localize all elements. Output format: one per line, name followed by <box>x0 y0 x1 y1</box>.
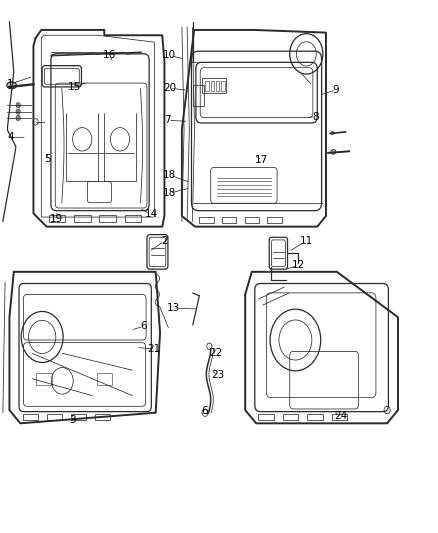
Bar <box>205 81 209 91</box>
Text: 20: 20 <box>163 83 176 93</box>
Bar <box>216 81 219 91</box>
Text: 2: 2 <box>161 236 168 246</box>
Text: 3: 3 <box>69 415 76 425</box>
Text: 5: 5 <box>44 154 51 164</box>
Bar <box>258 414 274 420</box>
Bar <box>307 414 323 420</box>
Text: 18: 18 <box>163 170 176 180</box>
Bar <box>245 217 259 223</box>
Bar <box>46 414 62 420</box>
Text: 15: 15 <box>68 82 81 92</box>
Text: 14: 14 <box>145 209 158 220</box>
Bar <box>332 414 347 420</box>
Text: 13: 13 <box>166 303 180 313</box>
Text: 4: 4 <box>7 132 14 142</box>
Text: 19: 19 <box>49 214 63 224</box>
Bar <box>211 81 214 91</box>
Ellipse shape <box>331 131 334 134</box>
Bar <box>199 217 214 223</box>
Bar <box>125 215 141 222</box>
Bar <box>97 373 112 385</box>
Bar <box>99 215 116 222</box>
Text: 1: 1 <box>7 79 14 89</box>
Bar <box>22 414 38 420</box>
Bar <box>71 414 86 420</box>
Text: 12: 12 <box>292 261 305 270</box>
Text: 7: 7 <box>165 115 171 125</box>
Ellipse shape <box>7 82 16 89</box>
Text: 9: 9 <box>333 85 339 95</box>
Bar <box>36 373 52 385</box>
Circle shape <box>16 115 20 120</box>
Text: 22: 22 <box>209 348 222 358</box>
Bar <box>49 215 65 222</box>
Text: 24: 24 <box>334 411 347 422</box>
Bar <box>193 85 204 106</box>
Text: 17: 17 <box>255 155 268 165</box>
Circle shape <box>16 109 20 114</box>
Text: 21: 21 <box>147 344 160 354</box>
Bar <box>95 414 110 420</box>
Bar <box>74 215 91 222</box>
Text: 18: 18 <box>163 188 176 198</box>
Ellipse shape <box>331 149 336 154</box>
Bar <box>222 217 237 223</box>
Text: 6: 6 <box>201 406 208 416</box>
Bar <box>221 81 225 91</box>
Text: 10: 10 <box>163 51 176 60</box>
Text: 23: 23 <box>211 370 224 380</box>
Bar <box>202 78 226 93</box>
Text: 11: 11 <box>300 236 313 246</box>
Text: 6: 6 <box>141 321 147 331</box>
Bar <box>268 217 282 223</box>
Bar <box>283 414 298 420</box>
Text: 8: 8 <box>313 111 319 122</box>
Text: 16: 16 <box>103 51 117 60</box>
Circle shape <box>16 102 20 108</box>
